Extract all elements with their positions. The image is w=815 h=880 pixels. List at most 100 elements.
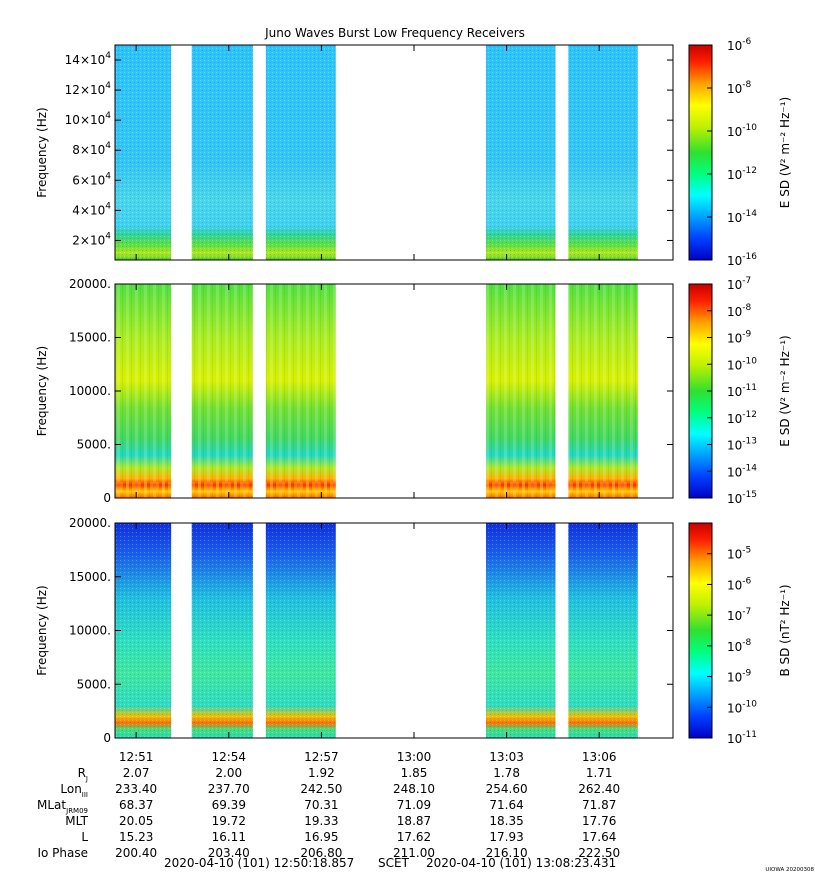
ephemeris-row-label-5: L (81, 830, 88, 844)
middle-colorbar-tick-base: 10 (727, 278, 742, 292)
top-ytick-exponent: 4 (105, 231, 111, 241)
bottom-colorbar-tick-label-5: 10-9 (727, 669, 752, 685)
footer-start-time: 2020-04-10 (101) 12:50:18.857 (164, 856, 354, 870)
bottom-colorbar-tick-base: 10 (727, 671, 742, 685)
bottom-colorbar-tick-label-6: 10-10 (727, 699, 757, 715)
bottom-colorbar-tick-base: 10 (727, 609, 742, 623)
middle-colorbar-tick-label-2: 10-8 (727, 303, 752, 319)
bottom-block-texture-1 (114, 523, 172, 738)
ephemeris-value: 19.72 (212, 814, 246, 828)
middle-colorbar-tick-label-5: 10-11 (727, 383, 757, 399)
ephemeris-row-label-1: RJ (78, 766, 88, 783)
top-ytick-label-6: 12×104 (65, 81, 112, 97)
ephemeris-label-text: L (81, 830, 88, 844)
middle-colorbar-tick-exp: -9 (742, 330, 751, 340)
bottom-block-texture-3 (265, 523, 336, 738)
middle-colorbar-tick-label-3: 10-9 (727, 330, 752, 346)
middle-colorbar-tick-base: 10 (727, 412, 742, 426)
ephemeris-label-text: MLat (37, 798, 66, 812)
time-tick-label-4: 13:00 (397, 750, 432, 764)
bottom-colorbar-tick-label-4: 10-8 (727, 638, 752, 654)
top-colorbar-tick-label-2: 10-8 (727, 80, 752, 96)
bottom-ytick-label-2: 5000. (77, 677, 111, 691)
middle-ytick-label-3: 10000. (69, 384, 111, 398)
ephemeris-value: 16.11 (212, 830, 246, 844)
middle-ytick-label-2: 5000. (77, 438, 111, 452)
top-colorbar-tick-exp: -8 (742, 80, 751, 90)
ephemeris-value: 69.39 (212, 798, 246, 812)
bottom-colorbar-tick-base: 10 (727, 701, 742, 715)
ephemeris-value: 254.60 (486, 782, 528, 796)
bottom-colorbar-tick-exp: -6 (742, 576, 751, 586)
ephemeris-row-label-4: MLT (65, 814, 88, 828)
ephemeris-value: 70.31 (304, 798, 338, 812)
top-colorbar-tick-base: 10 (727, 211, 742, 225)
time-tick-label-2: 12:54 (211, 750, 246, 764)
top-ytick-exponent: 4 (105, 51, 111, 61)
bottom-ytick-label-4: 15000. (69, 570, 111, 584)
middle-colorbar-tick-exp: -10 (742, 356, 757, 366)
bottom-colorbar (688, 522, 713, 739)
middle-colorbar-tick-base: 10 (727, 439, 742, 453)
ephemeris-value: 17.64 (582, 830, 616, 844)
middle-harmonic-band-3 (265, 481, 336, 492)
time-tick-label-6: 13:06 (582, 750, 617, 764)
middle-colorbar-tick-base: 10 (727, 358, 742, 372)
bottom-colorbar-tick-exp: -7 (742, 607, 751, 617)
bottom-colorbar-tick-exp: -10 (742, 699, 757, 709)
top-ylabel: Frequency (Hz) (35, 107, 49, 198)
top-colorbar-tick-label-6: 10-16 (727, 252, 757, 268)
middle-harmonic-band-5 (568, 481, 638, 492)
bottom-colorbar-tick-exp: -8 (742, 638, 751, 648)
ephemeris-label-subscript: JRM09 (65, 807, 88, 815)
ephemeris-value: 20.05 (119, 814, 153, 828)
middle-ytick-label-4: 15000. (69, 331, 111, 345)
top-ytick-label-3: 6×104 (72, 171, 111, 187)
top-colorbar-tick-base: 10 (727, 168, 742, 182)
middle-colorbar-tick-label-4: 10-10 (727, 356, 757, 372)
middle-colorbar-tick-exp: -14 (742, 463, 757, 473)
middle-colorbar-tick-exp: -7 (742, 276, 751, 286)
ephemeris-value: 18.35 (489, 814, 523, 828)
top-block-texture-4 (486, 45, 556, 260)
ephemeris-value: 68.37 (119, 798, 153, 812)
ephemeris-value: 203.40 (208, 846, 250, 860)
ephemeris-value: 1.92 (308, 766, 335, 780)
middle-colorbar-tick-base: 10 (727, 305, 742, 319)
middle-ytick-label-1: 0 (103, 491, 111, 505)
bottom-colorbar-tick-base: 10 (727, 578, 742, 592)
top-block-texture-2 (191, 45, 253, 260)
bottom-colorbar-label: B SD (nT² Hz⁻¹) (778, 584, 792, 676)
time-tick-label-1: 12:51 (119, 750, 154, 764)
middle-colorbar-tick-exp: -15 (742, 490, 757, 500)
top-ytick-mantissa: 10×10 (65, 113, 106, 127)
top-colorbar-tick-label-3: 10-10 (727, 123, 757, 139)
middle-colorbar-label: E SD (V² m⁻² Hz⁻¹) (778, 335, 792, 446)
ephemeris-value: 17.76 (582, 814, 616, 828)
ephemeris-value: 1.78 (493, 766, 520, 780)
ephemeris-value: 237.70 (208, 782, 250, 796)
ephemeris-value: 248.10 (393, 782, 435, 796)
top-ytick-mantissa: 12×10 (65, 83, 106, 97)
chart-title: Juno Waves Burst Low Frequency Receivers (264, 26, 525, 40)
ephemeris-label-text: Lon (60, 782, 81, 796)
middle-colorbar-tick-label-7: 10-13 (727, 437, 757, 453)
ephemeris-label-text: R (78, 766, 86, 780)
middle-block-texture-4 (486, 284, 556, 498)
top-ytick-label-2: 4×104 (72, 201, 111, 217)
ephemeris-value: 17.93 (489, 830, 523, 844)
top-colorbar-tick-exp: -12 (742, 166, 757, 176)
bottom-colorbar-tick-label-2: 10-6 (727, 576, 752, 592)
bottom-colorbar-tick-base: 10 (727, 732, 742, 746)
top-ytick-exponent: 4 (105, 141, 111, 151)
ephemeris-value: 211.00 (393, 846, 435, 860)
ephemeris-value: 233.40 (115, 782, 157, 796)
ephemeris-value: 16.95 (304, 830, 338, 844)
top-ytick-exponent: 4 (105, 81, 111, 91)
ephemeris-value: 15.23 (119, 830, 153, 844)
bottom-block-texture-5 (568, 523, 638, 738)
ephemeris-row-label-6: Io Phase (37, 846, 88, 860)
bottom-panel: 0 5000. 10000. 15000. 20000. Frequency (Hz) 10… (35, 516, 792, 746)
ephemeris-value: 71.64 (489, 798, 523, 812)
ephemeris-value: 71.87 (582, 798, 616, 812)
